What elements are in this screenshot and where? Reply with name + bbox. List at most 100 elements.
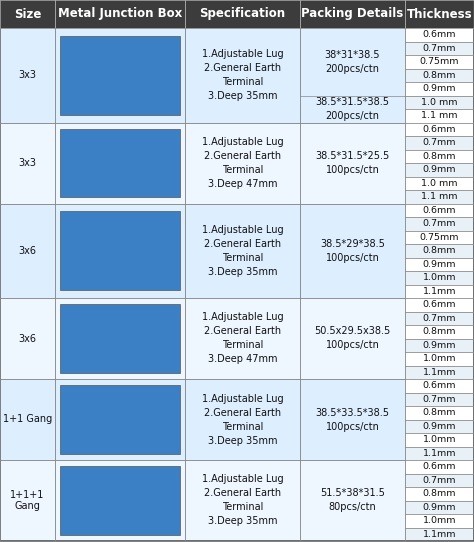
Bar	[0, 122, 55, 203]
Text: 1.0mm: 1.0mm	[423, 435, 456, 444]
Text: 0.75mm: 0.75mm	[420, 57, 459, 66]
Bar	[405, 487, 474, 500]
Text: 38.5*29*38.5
100pcs/ctn: 38.5*29*38.5 100pcs/ctn	[320, 238, 385, 263]
Bar	[405, 217, 474, 230]
Bar	[405, 257, 474, 271]
Bar	[0, 203, 55, 298]
Text: 38*31*38.5
200pcs/ctn: 38*31*38.5 200pcs/ctn	[325, 50, 380, 74]
Bar	[405, 527, 474, 541]
Text: 1.0mm: 1.0mm	[423, 516, 456, 525]
Bar	[300, 379, 405, 460]
Text: 1+1+1
Gang: 1+1+1 Gang	[10, 490, 45, 511]
Text: 3x6: 3x6	[18, 333, 36, 344]
Text: 1.Adjustable Lug
2.General Earth
Terminal
3.Deep 47mm: 1.Adjustable Lug 2.General Earth Termina…	[202, 313, 283, 365]
Text: 1.Adjustable Lug
2.General Earth
Terminal
3.Deep 35mm: 1.Adjustable Lug 2.General Earth Termina…	[202, 49, 283, 101]
Bar	[405, 500, 474, 514]
Bar	[405, 122, 474, 136]
Bar	[405, 365, 474, 379]
Bar	[405, 177, 474, 190]
Bar	[405, 312, 474, 325]
Text: 3x3: 3x3	[18, 70, 36, 80]
Text: 51.5*38*31.5
80pcs/ctn: 51.5*38*31.5 80pcs/ctn	[320, 488, 385, 513]
Text: 0.6mm: 0.6mm	[423, 381, 456, 390]
Bar	[0, 0, 55, 28]
Bar	[405, 420, 474, 433]
Text: 0.6mm: 0.6mm	[423, 206, 456, 215]
Bar	[405, 474, 474, 487]
Bar	[55, 460, 185, 541]
Text: 0.9mm: 0.9mm	[423, 260, 456, 269]
Bar	[185, 28, 300, 122]
Bar	[60, 305, 180, 372]
Bar	[405, 28, 474, 42]
Bar	[60, 129, 180, 197]
Text: 0.7mm: 0.7mm	[423, 220, 456, 228]
Text: 50.5x29.5x38.5
100pcs/ctn: 50.5x29.5x38.5 100pcs/ctn	[314, 326, 391, 351]
Text: 1.0 mm: 1.0 mm	[421, 179, 458, 188]
Text: 1.1mm: 1.1mm	[423, 449, 456, 458]
Text: 1.1mm: 1.1mm	[423, 368, 456, 377]
Bar	[300, 298, 405, 379]
Text: 0.6mm: 0.6mm	[423, 125, 456, 134]
Text: 0.7mm: 0.7mm	[423, 476, 456, 485]
Bar	[405, 406, 474, 420]
Bar	[405, 244, 474, 257]
Bar	[405, 68, 474, 82]
Bar	[55, 379, 185, 460]
Bar	[405, 325, 474, 339]
Bar	[405, 460, 474, 474]
Text: 1.1mm: 1.1mm	[423, 287, 456, 296]
Bar	[60, 211, 180, 291]
Bar	[0, 379, 55, 460]
Text: 0.6mm: 0.6mm	[423, 300, 456, 309]
Text: 0.6mm: 0.6mm	[423, 462, 456, 471]
Text: Specification: Specification	[200, 8, 285, 21]
Bar	[405, 352, 474, 365]
Text: 0.9mm: 0.9mm	[423, 165, 456, 174]
Bar	[405, 136, 474, 150]
Text: 0.75mm: 0.75mm	[420, 233, 459, 242]
Bar	[405, 190, 474, 203]
Text: 1.Adjustable Lug
2.General Earth
Terminal
3.Deep 35mm: 1.Adjustable Lug 2.General Earth Termina…	[202, 474, 283, 526]
Text: 1+1 Gang: 1+1 Gang	[3, 415, 52, 424]
Text: 0.7mm: 0.7mm	[423, 314, 456, 322]
Bar	[185, 379, 300, 460]
Bar	[405, 298, 474, 312]
Bar	[300, 122, 405, 203]
Text: 1.0mm: 1.0mm	[423, 273, 456, 282]
Text: 1.1mm: 1.1mm	[423, 530, 456, 539]
Text: 38.5*31.5*25.5
100pcs/ctn: 38.5*31.5*25.5 100pcs/ctn	[315, 151, 390, 175]
Bar	[405, 433, 474, 447]
Bar	[185, 203, 300, 298]
Bar	[300, 28, 405, 122]
Bar	[405, 0, 474, 28]
Text: 1.0mm: 1.0mm	[423, 354, 456, 363]
Bar	[0, 298, 55, 379]
Bar	[0, 460, 55, 541]
Text: 3x3: 3x3	[18, 158, 36, 168]
Bar	[405, 230, 474, 244]
Bar	[55, 203, 185, 298]
Bar	[405, 285, 474, 298]
Text: 1.Adjustable Lug
2.General Earth
Terminal
3.Deep 47mm: 1.Adjustable Lug 2.General Earth Termina…	[202, 137, 283, 189]
Text: 0.8mm: 0.8mm	[423, 408, 456, 417]
Bar	[55, 122, 185, 203]
Text: 1.Adjustable Lug
2.General Earth
Terminal
3.Deep 35mm: 1.Adjustable Lug 2.General Earth Termina…	[202, 225, 283, 277]
Bar	[405, 55, 474, 68]
Bar	[55, 28, 185, 122]
Text: 0.7mm: 0.7mm	[423, 44, 456, 53]
Text: 0.8mm: 0.8mm	[423, 152, 456, 161]
Bar	[0, 28, 55, 122]
Bar	[185, 122, 300, 203]
Text: 1.0 mm: 1.0 mm	[421, 98, 458, 107]
Text: Size: Size	[14, 8, 41, 21]
Bar	[405, 379, 474, 392]
Text: 1.1 mm: 1.1 mm	[421, 192, 458, 201]
Text: Thickness: Thickness	[407, 8, 472, 21]
Text: 38.5*31.5*38.5
200pcs/ctn: 38.5*31.5*38.5 200pcs/ctn	[316, 97, 390, 121]
Bar	[300, 0, 405, 28]
Bar	[60, 36, 180, 115]
Bar	[405, 95, 474, 109]
Text: 0.8mm: 0.8mm	[423, 246, 456, 255]
Text: 1.1 mm: 1.1 mm	[421, 111, 458, 120]
